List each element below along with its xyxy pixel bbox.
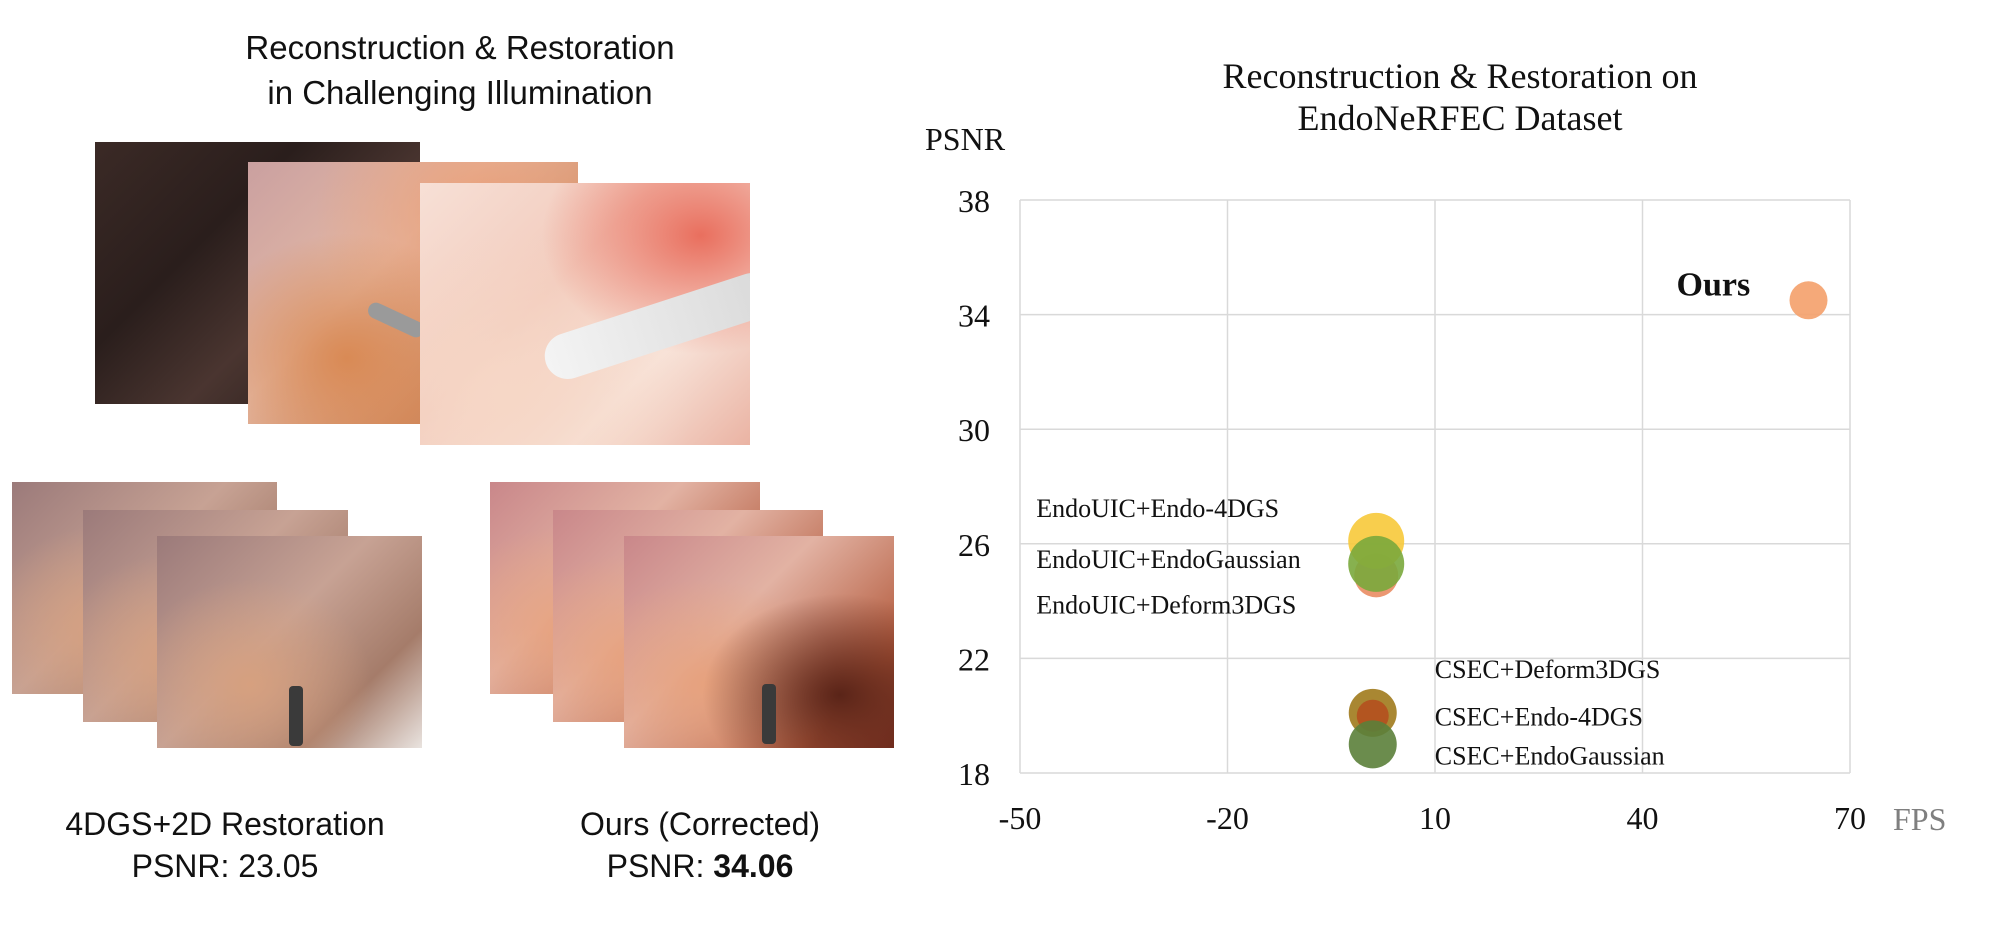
- data-point: [1348, 720, 1397, 769]
- left-panel-title: Reconstruction & Restoration in Challeng…: [180, 25, 740, 115]
- x-tick-label: -20: [1206, 800, 1249, 836]
- y-axis-label: PSNR: [925, 121, 1006, 157]
- y-tick-label: 30: [958, 412, 990, 448]
- y-tick-label: 26: [958, 527, 990, 563]
- left-title-line2: in Challenging Illumination: [267, 74, 653, 111]
- baseline-caption-psnr: PSNR: 23.05: [40, 845, 410, 887]
- y-tick-label: 22: [958, 641, 990, 677]
- data-point-label: EndoUIC+Deform3DGS: [1036, 590, 1296, 619]
- ours-caption-psnr: PSNR: 34.06: [515, 845, 885, 887]
- ours-psnr-value: 34.06: [713, 848, 794, 884]
- ours-psnr-label: PSNR:: [606, 848, 705, 884]
- data-point: [1789, 281, 1828, 320]
- x-tick-label: -50: [999, 800, 1042, 836]
- x-tick-label: 70: [1834, 800, 1866, 836]
- chart-title: Reconstruction & Restoration on EndoNeRF…: [1175, 55, 1745, 139]
- ours-caption: Ours (Corrected) PSNR: 34.06: [515, 803, 885, 887]
- y-tick-label: 38: [958, 183, 990, 219]
- data-point-label: Ours: [1677, 266, 1751, 303]
- chart-title-line2: EndoNeRFEC Dataset: [1297, 98, 1623, 138]
- baseline-caption-title: 4DGS+2D Restoration: [65, 806, 385, 842]
- data-point-label: CSEC+Endo-4DGS: [1435, 703, 1643, 732]
- y-tick-label: 18: [958, 756, 990, 792]
- data-point-label: CSEC+EndoGaussian: [1435, 741, 1665, 770]
- baseline-frame-3: [157, 536, 422, 748]
- data-point-label: EndoUIC+EndoGaussian: [1036, 545, 1301, 574]
- baseline-psnr-value: 23.05: [238, 848, 319, 884]
- x-tick-label: 10: [1419, 800, 1451, 836]
- x-tick-label: 40: [1627, 800, 1659, 836]
- ours-frame-3: [624, 536, 894, 748]
- baseline-caption: 4DGS+2D Restoration PSNR: 23.05: [40, 803, 410, 887]
- data-point-label: EndoUIC+Endo-4DGS: [1036, 494, 1279, 523]
- baseline-psnr-label: PSNR:: [131, 848, 230, 884]
- left-title-line1: Reconstruction & Restoration: [245, 29, 675, 66]
- x-axis-label: FPS: [1893, 801, 1946, 837]
- input-frame-bright: [420, 183, 750, 445]
- data-point-label: CSEC+Deform3DGS: [1435, 655, 1661, 684]
- data-point: [1348, 535, 1405, 592]
- chart-title-line1: Reconstruction & Restoration on: [1222, 56, 1698, 96]
- ours-caption-title: Ours (Corrected): [579, 806, 821, 842]
- y-tick-label: 34: [958, 298, 990, 334]
